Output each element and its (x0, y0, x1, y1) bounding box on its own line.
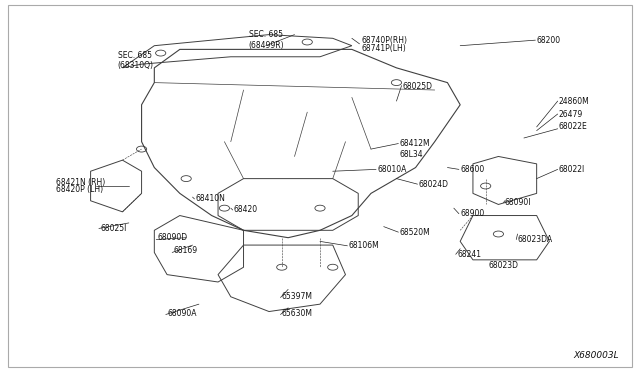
Text: 68741P(LH): 68741P(LH) (362, 44, 406, 53)
Text: 68420P (LH): 68420P (LH) (56, 185, 102, 194)
Text: 68410N: 68410N (196, 195, 226, 203)
Text: 68200: 68200 (537, 36, 561, 45)
Text: 68169: 68169 (173, 246, 198, 255)
Text: 24860M: 24860M (559, 97, 589, 106)
Text: 68090A: 68090A (167, 309, 196, 318)
Text: 68421N (RH): 68421N (RH) (56, 178, 105, 187)
Text: 68520M: 68520M (399, 228, 431, 237)
Text: 68022E: 68022E (559, 122, 588, 131)
Text: X680003L: X680003L (574, 350, 620, 359)
Text: SEC. 685
(68310Q): SEC. 685 (68310Q) (117, 51, 153, 70)
Text: 68L34: 68L34 (399, 150, 423, 159)
Text: 68090D: 68090D (157, 233, 188, 242)
Text: 68010A: 68010A (378, 165, 407, 174)
Text: 68022I: 68022I (559, 165, 585, 174)
Text: 68025I: 68025I (100, 224, 127, 233)
Text: 68106M: 68106M (349, 241, 380, 250)
Text: 65630M: 65630M (282, 309, 313, 318)
Text: 68090I: 68090I (505, 198, 531, 207)
Text: 68600: 68600 (460, 165, 484, 174)
Text: 68241: 68241 (457, 250, 481, 259)
Text: 68740P(RH): 68740P(RH) (362, 36, 408, 45)
Text: SEC. 685
(68499R): SEC. 685 (68499R) (248, 31, 284, 50)
Text: 26479: 26479 (559, 109, 583, 119)
Text: 68900: 68900 (460, 209, 484, 218)
Text: 68024D: 68024D (419, 180, 449, 189)
Text: 68025D: 68025D (403, 82, 433, 91)
Text: 68420: 68420 (234, 205, 258, 215)
Text: 68023D: 68023D (489, 261, 519, 270)
Text: 68023DA: 68023DA (518, 235, 553, 244)
Text: 68412M: 68412M (399, 139, 430, 148)
Text: 65397M: 65397M (282, 292, 313, 301)
